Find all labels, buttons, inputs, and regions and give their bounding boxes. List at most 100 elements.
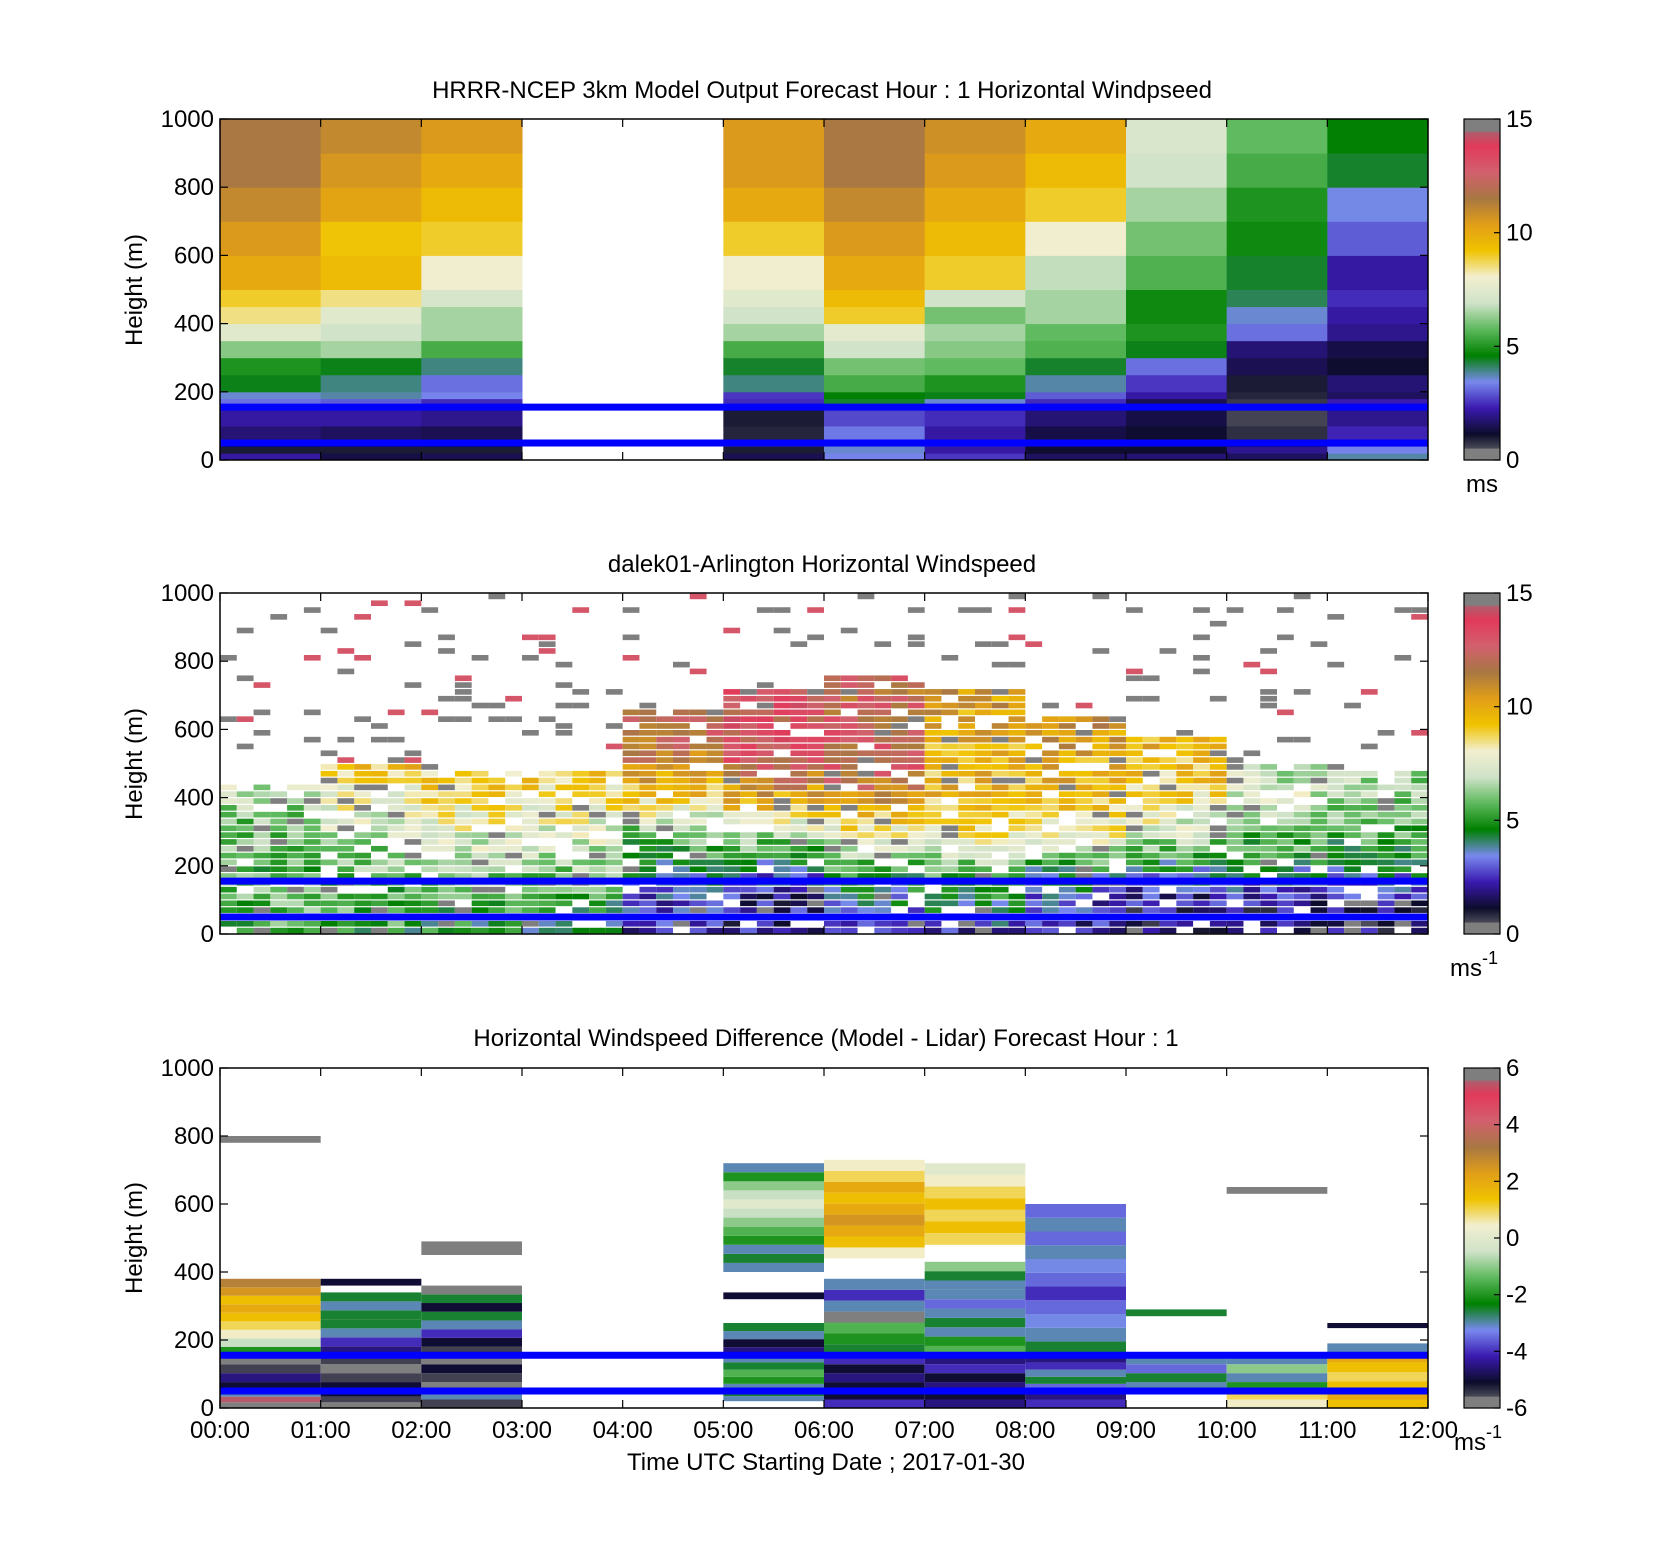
colorbar-step bbox=[1464, 205, 1500, 208]
colorbar-step bbox=[1464, 247, 1500, 250]
lidar-cell bbox=[589, 798, 606, 804]
colorbar-step bbox=[1464, 761, 1500, 765]
lidar-cell bbox=[454, 859, 472, 866]
lidar-cell bbox=[1377, 873, 1395, 879]
lidar-cell bbox=[1092, 920, 1110, 927]
lidar-cell bbox=[555, 770, 573, 777]
lidar-cell bbox=[220, 825, 237, 832]
colorbar-step bbox=[1464, 819, 1500, 823]
lidar-cell bbox=[1226, 893, 1244, 900]
lidar-cell bbox=[941, 859, 959, 866]
lidar-cell bbox=[1293, 852, 1311, 859]
lidar-cell bbox=[740, 730, 757, 736]
lidar-cell bbox=[941, 825, 959, 832]
lidar-cell bbox=[790, 743, 808, 750]
lidar-cell bbox=[656, 845, 673, 852]
lidar-cell bbox=[1142, 784, 1160, 791]
difference-cell bbox=[220, 1136, 321, 1143]
lidar-cell bbox=[656, 825, 673, 832]
colorbar-step bbox=[1464, 1144, 1500, 1147]
lidar-cell bbox=[1126, 777, 1143, 784]
lidar-cell bbox=[404, 852, 422, 859]
lidar-cell bbox=[907, 750, 925, 757]
colorbar-step bbox=[1464, 605, 1500, 608]
lidar-cell bbox=[1008, 757, 1026, 763]
lidar-cell bbox=[589, 866, 606, 873]
lidar-cell bbox=[1310, 764, 1328, 770]
lidar-cell bbox=[807, 825, 824, 832]
colorbar-step bbox=[1464, 635, 1500, 638]
lidar-cell bbox=[1411, 845, 1428, 852]
difference-cell bbox=[824, 1247, 925, 1259]
lidar-cell bbox=[320, 859, 338, 866]
lidar-cell bbox=[220, 852, 237, 859]
lidar-cell bbox=[522, 893, 539, 900]
lidar-cell bbox=[387, 893, 405, 900]
lidar-cell bbox=[1411, 805, 1428, 811]
colorbar-step bbox=[1464, 1182, 1500, 1185]
difference-cell bbox=[1226, 1355, 1328, 1365]
colorbar-step bbox=[1464, 665, 1500, 668]
lidar-cell bbox=[706, 709, 724, 716]
colorbar-step bbox=[1464, 161, 1500, 164]
lidar-cell bbox=[907, 689, 925, 695]
lidar-cell bbox=[1243, 859, 1261, 866]
colorbar-step bbox=[1464, 711, 1500, 714]
lidar-cell bbox=[555, 730, 573, 736]
lidar-cell bbox=[1176, 825, 1194, 832]
lidar-cell bbox=[639, 886, 657, 893]
lidar-cell bbox=[605, 743, 623, 750]
lidar-cell bbox=[1075, 832, 1093, 838]
colorbar-step bbox=[1464, 871, 1500, 875]
lidar-cell bbox=[857, 757, 875, 763]
lidar-cell bbox=[723, 920, 741, 927]
lidar-cell bbox=[253, 709, 271, 716]
lidar-cell bbox=[421, 764, 439, 770]
colorbar-step bbox=[1464, 751, 1500, 755]
model-cell bbox=[1226, 119, 1328, 154]
lidar-cell bbox=[522, 873, 539, 879]
lidar-cell bbox=[975, 607, 992, 613]
lidar-cell bbox=[589, 927, 606, 934]
colorbar-step bbox=[1464, 1220, 1500, 1223]
lidar-cell bbox=[1277, 825, 1294, 832]
lidar-cell bbox=[1394, 839, 1412, 845]
lidar-cell bbox=[689, 873, 707, 879]
lidar-cell bbox=[907, 805, 925, 811]
colorbar-step bbox=[1464, 271, 1500, 275]
lidar-cell bbox=[387, 852, 405, 859]
lidar-cell bbox=[538, 811, 556, 818]
lidar-cell bbox=[1209, 927, 1227, 934]
colorbar-step bbox=[1464, 1188, 1500, 1191]
colorbar-step bbox=[1464, 441, 1500, 445]
lidar-cell bbox=[1025, 770, 1043, 777]
colorbar-step bbox=[1464, 1214, 1500, 1217]
model-cell bbox=[220, 453, 322, 461]
lidar-cell bbox=[471, 920, 489, 927]
model-cell bbox=[1126, 255, 1228, 290]
colorbar-step bbox=[1464, 1368, 1500, 1371]
model-cell bbox=[1226, 306, 1328, 325]
lidar-cell bbox=[522, 866, 539, 873]
colorbar-step bbox=[1464, 1088, 1500, 1091]
lidar-cell bbox=[253, 900, 271, 907]
difference-cell bbox=[320, 1278, 422, 1286]
lidar-cell bbox=[371, 845, 388, 852]
lidar-cell bbox=[337, 859, 355, 866]
lidar-cell bbox=[1176, 859, 1194, 866]
lidar-cell bbox=[740, 859, 757, 866]
lidar-cell bbox=[1025, 825, 1043, 832]
model-cell bbox=[220, 153, 322, 188]
lidar-cell bbox=[220, 866, 237, 873]
colorbar-step bbox=[1464, 341, 1500, 345]
lidar-cell bbox=[236, 920, 254, 927]
lidar-cell bbox=[807, 832, 824, 838]
lidar-cell bbox=[975, 900, 992, 907]
lidar-cell bbox=[538, 770, 556, 777]
lidar-cell bbox=[404, 777, 422, 784]
lidar-cell bbox=[689, 730, 707, 736]
lidar-cell bbox=[874, 927, 892, 934]
lidar-cell bbox=[1025, 798, 1043, 804]
lidar-cell bbox=[740, 873, 757, 879]
lidar-cell bbox=[1159, 852, 1177, 859]
